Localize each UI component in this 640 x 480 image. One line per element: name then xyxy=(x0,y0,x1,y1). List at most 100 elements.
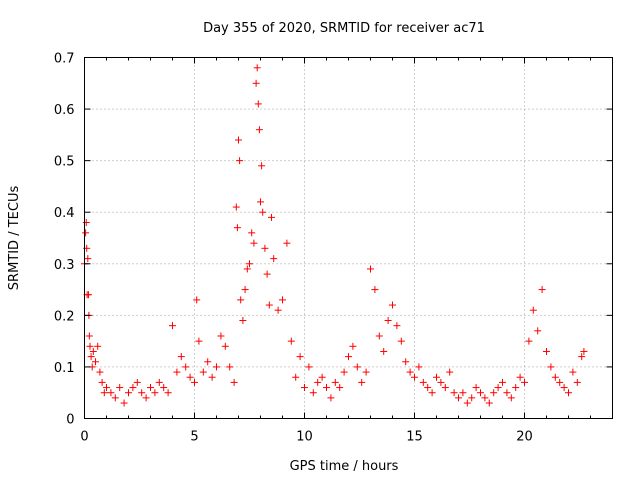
data-point xyxy=(191,378,198,386)
data-point xyxy=(305,363,313,371)
data-point xyxy=(446,368,454,376)
data-point xyxy=(253,64,261,72)
y-tick-label: 0.6 xyxy=(54,103,75,118)
y-tick-label: 0.2 xyxy=(54,309,75,324)
data-point xyxy=(309,389,317,397)
data-point xyxy=(92,358,99,366)
data-point xyxy=(274,306,282,314)
data-point xyxy=(107,389,115,397)
data-point xyxy=(186,373,194,381)
data-point xyxy=(494,384,502,392)
data-point xyxy=(94,342,102,350)
data-point xyxy=(193,296,201,304)
data-point xyxy=(250,239,258,247)
data-point xyxy=(424,384,432,392)
data-point xyxy=(86,342,94,350)
data-point xyxy=(243,265,251,273)
data-point xyxy=(129,384,137,392)
data-point xyxy=(437,378,445,386)
data-point xyxy=(257,198,264,206)
data-point xyxy=(98,378,106,386)
y-tick-label: 0 xyxy=(66,413,74,428)
data-point xyxy=(241,286,249,294)
data-point xyxy=(468,394,476,402)
data-point xyxy=(485,399,493,407)
data-point xyxy=(226,363,234,371)
data-point xyxy=(85,332,93,340)
data-point xyxy=(236,157,244,165)
grid xyxy=(84,57,613,419)
chart-title: Day 355 of 2020, SRMTID for receiver ac7… xyxy=(203,21,485,36)
data-point xyxy=(573,378,581,386)
data-point xyxy=(169,322,176,330)
data-point xyxy=(287,337,295,345)
data-point xyxy=(100,389,108,397)
data-point xyxy=(331,378,339,386)
data-point xyxy=(503,389,511,397)
data-point xyxy=(233,224,241,232)
data-point xyxy=(142,394,150,402)
data-point xyxy=(89,347,97,355)
data-point xyxy=(208,373,216,381)
y-tick-label: 0.3 xyxy=(54,258,75,273)
data-point xyxy=(125,389,132,397)
data-point xyxy=(428,389,436,397)
data-point xyxy=(397,337,405,345)
data-point xyxy=(237,296,245,304)
data-point xyxy=(268,213,275,221)
data-point xyxy=(217,332,225,340)
data-point xyxy=(82,219,90,227)
data-point xyxy=(459,389,467,397)
x-tick-label: 5 xyxy=(190,430,198,445)
data-point xyxy=(463,399,471,407)
plot-frame xyxy=(84,57,613,419)
data-point xyxy=(393,322,401,330)
x-tick-label: 10 xyxy=(296,430,313,445)
x-tick-label: 15 xyxy=(406,430,423,445)
data-point xyxy=(411,373,418,381)
data-point xyxy=(512,384,520,392)
data-point xyxy=(213,363,220,371)
data-point xyxy=(195,337,203,345)
data-point xyxy=(556,378,564,386)
data-point xyxy=(580,347,588,355)
data-point xyxy=(84,291,92,299)
data-point xyxy=(133,378,141,386)
data-point xyxy=(314,378,322,386)
data-point xyxy=(477,389,484,397)
data-point xyxy=(551,373,559,381)
data-point xyxy=(261,244,269,252)
data-point xyxy=(560,384,568,392)
data-point xyxy=(120,399,128,407)
data-point xyxy=(569,368,577,376)
data-point xyxy=(349,342,357,350)
data-point xyxy=(525,337,533,345)
axis-ticks: 0 5 10 15 20 0 0.1 0.2 0.3 0.4 0.5 0.6 0.7 xyxy=(54,52,613,445)
data-point xyxy=(151,389,159,397)
data-point xyxy=(96,368,104,376)
x-axis-label: GPS time / hours xyxy=(290,459,399,474)
data-point xyxy=(182,363,190,371)
y-tick-label: 0.7 xyxy=(54,52,75,67)
data-point xyxy=(138,389,146,397)
data-point xyxy=(415,363,423,371)
data-point xyxy=(246,260,253,268)
data-point xyxy=(248,229,256,237)
data-point xyxy=(547,363,555,371)
data-point xyxy=(384,317,392,325)
data-point xyxy=(521,378,528,386)
data-point xyxy=(353,363,361,371)
data-point xyxy=(116,384,124,392)
data-point xyxy=(87,353,95,361)
data-point xyxy=(455,394,462,402)
data-point xyxy=(529,306,537,314)
data-point xyxy=(433,373,440,381)
data-point xyxy=(103,384,110,392)
data-point xyxy=(82,229,90,237)
data-point xyxy=(254,100,262,108)
data-point xyxy=(263,270,271,278)
y-tick-label: 0.1 xyxy=(54,361,75,376)
data-point xyxy=(389,301,396,309)
data-point xyxy=(164,389,172,397)
